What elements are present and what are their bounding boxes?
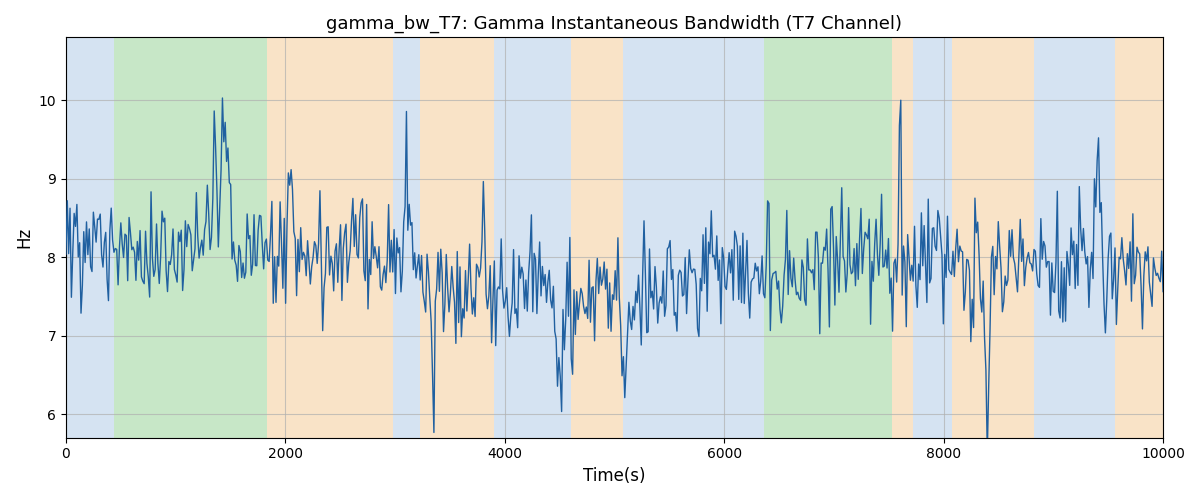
Y-axis label: Hz: Hz [16, 227, 34, 248]
Bar [623, 38, 736, 438]
Bar [892, 38, 913, 438]
Title: gamma_bw_T7: Gamma Instantaneous Bandwidth (T7 Channel): gamma_bw_T7: Gamma Instantaneous Bandwid… [326, 15, 902, 34]
Bar [953, 38, 1033, 438]
Bar [420, 38, 493, 438]
Bar [570, 38, 623, 438]
Bar [1033, 38, 1115, 438]
Bar [493, 38, 570, 438]
Bar [392, 38, 420, 438]
Bar [266, 38, 392, 438]
Bar [1115, 38, 1163, 438]
Bar [66, 38, 114, 438]
Bar [114, 38, 266, 438]
Bar [913, 38, 953, 438]
X-axis label: Time(s): Time(s) [583, 467, 646, 485]
Bar [763, 38, 892, 438]
Bar [736, 38, 763, 438]
